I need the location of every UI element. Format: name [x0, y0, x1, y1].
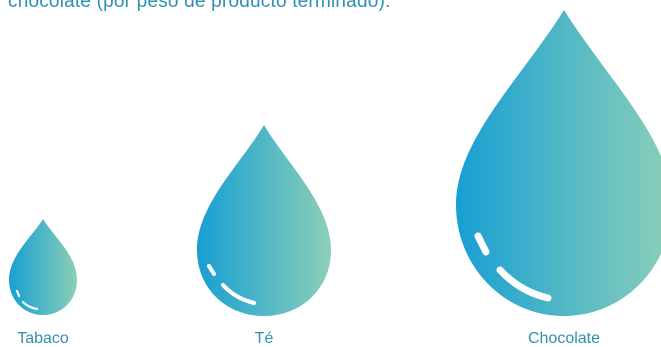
drop-label-chocolate: Chocolate: [528, 329, 600, 347]
drop-label-te: Té: [255, 329, 274, 347]
drop-te: [197, 125, 331, 316]
water-drop-icon: [197, 125, 331, 316]
drop-chocolate: [456, 10, 661, 316]
drop-tabaco: [9, 219, 77, 315]
water-drop-icon: [9, 219, 77, 315]
drop-label-tabaco: Tabaco: [17, 329, 69, 347]
water-drop-icon: [456, 10, 661, 316]
